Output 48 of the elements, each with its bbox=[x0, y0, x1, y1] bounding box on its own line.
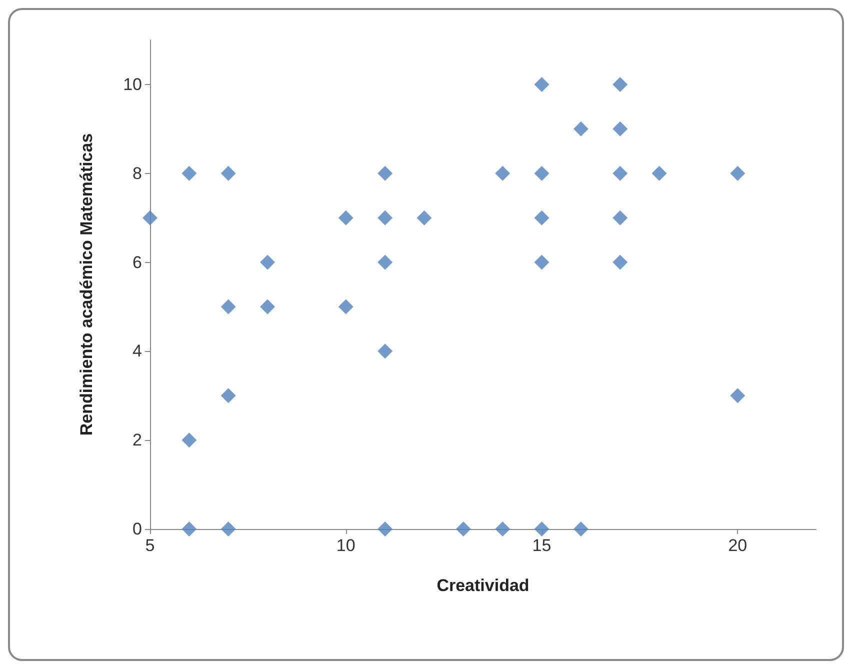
point bbox=[182, 522, 197, 536]
point bbox=[260, 254, 276, 270]
point bbox=[534, 76, 550, 92]
point bbox=[495, 522, 510, 536]
x-tick-label: 20 bbox=[728, 536, 748, 555]
point bbox=[182, 166, 197, 181]
point bbox=[338, 299, 354, 314]
point bbox=[534, 210, 550, 226]
point bbox=[612, 76, 628, 92]
point bbox=[260, 299, 276, 314]
y-tick-label: 6 bbox=[132, 252, 142, 272]
point bbox=[534, 522, 550, 536]
point bbox=[220, 388, 236, 404]
point bbox=[573, 522, 588, 536]
point bbox=[416, 210, 432, 226]
x-tick-label: 5 bbox=[145, 536, 155, 555]
point bbox=[534, 254, 550, 270]
point bbox=[612, 254, 628, 270]
point bbox=[573, 121, 588, 136]
point bbox=[730, 166, 746, 181]
point bbox=[456, 522, 471, 536]
point bbox=[652, 166, 667, 181]
x-tick-label: 15 bbox=[532, 536, 552, 555]
point bbox=[612, 166, 628, 181]
y-tick-label: 4 bbox=[132, 342, 142, 361]
y-axis-title: Rendimiento académico Matemáticas bbox=[77, 133, 96, 436]
point bbox=[338, 210, 354, 226]
point bbox=[220, 522, 236, 536]
point bbox=[612, 121, 628, 136]
y-tick-label: 8 bbox=[132, 164, 142, 183]
point bbox=[182, 432, 197, 448]
x-axis-title: Creatividad bbox=[436, 576, 530, 595]
point bbox=[220, 299, 236, 314]
point bbox=[730, 388, 746, 404]
point bbox=[378, 166, 393, 181]
point bbox=[612, 210, 628, 226]
point bbox=[378, 344, 393, 359]
point bbox=[142, 210, 158, 226]
point bbox=[378, 254, 393, 270]
x-tick-label: 10 bbox=[336, 536, 356, 555]
y-tick-label: 2 bbox=[132, 430, 142, 450]
y-tick-label: 0 bbox=[132, 520, 142, 538]
point bbox=[378, 210, 393, 226]
point bbox=[495, 166, 510, 181]
point bbox=[534, 166, 550, 181]
y-tick-label: 10 bbox=[123, 74, 142, 94]
point bbox=[378, 522, 393, 536]
point bbox=[220, 166, 236, 181]
